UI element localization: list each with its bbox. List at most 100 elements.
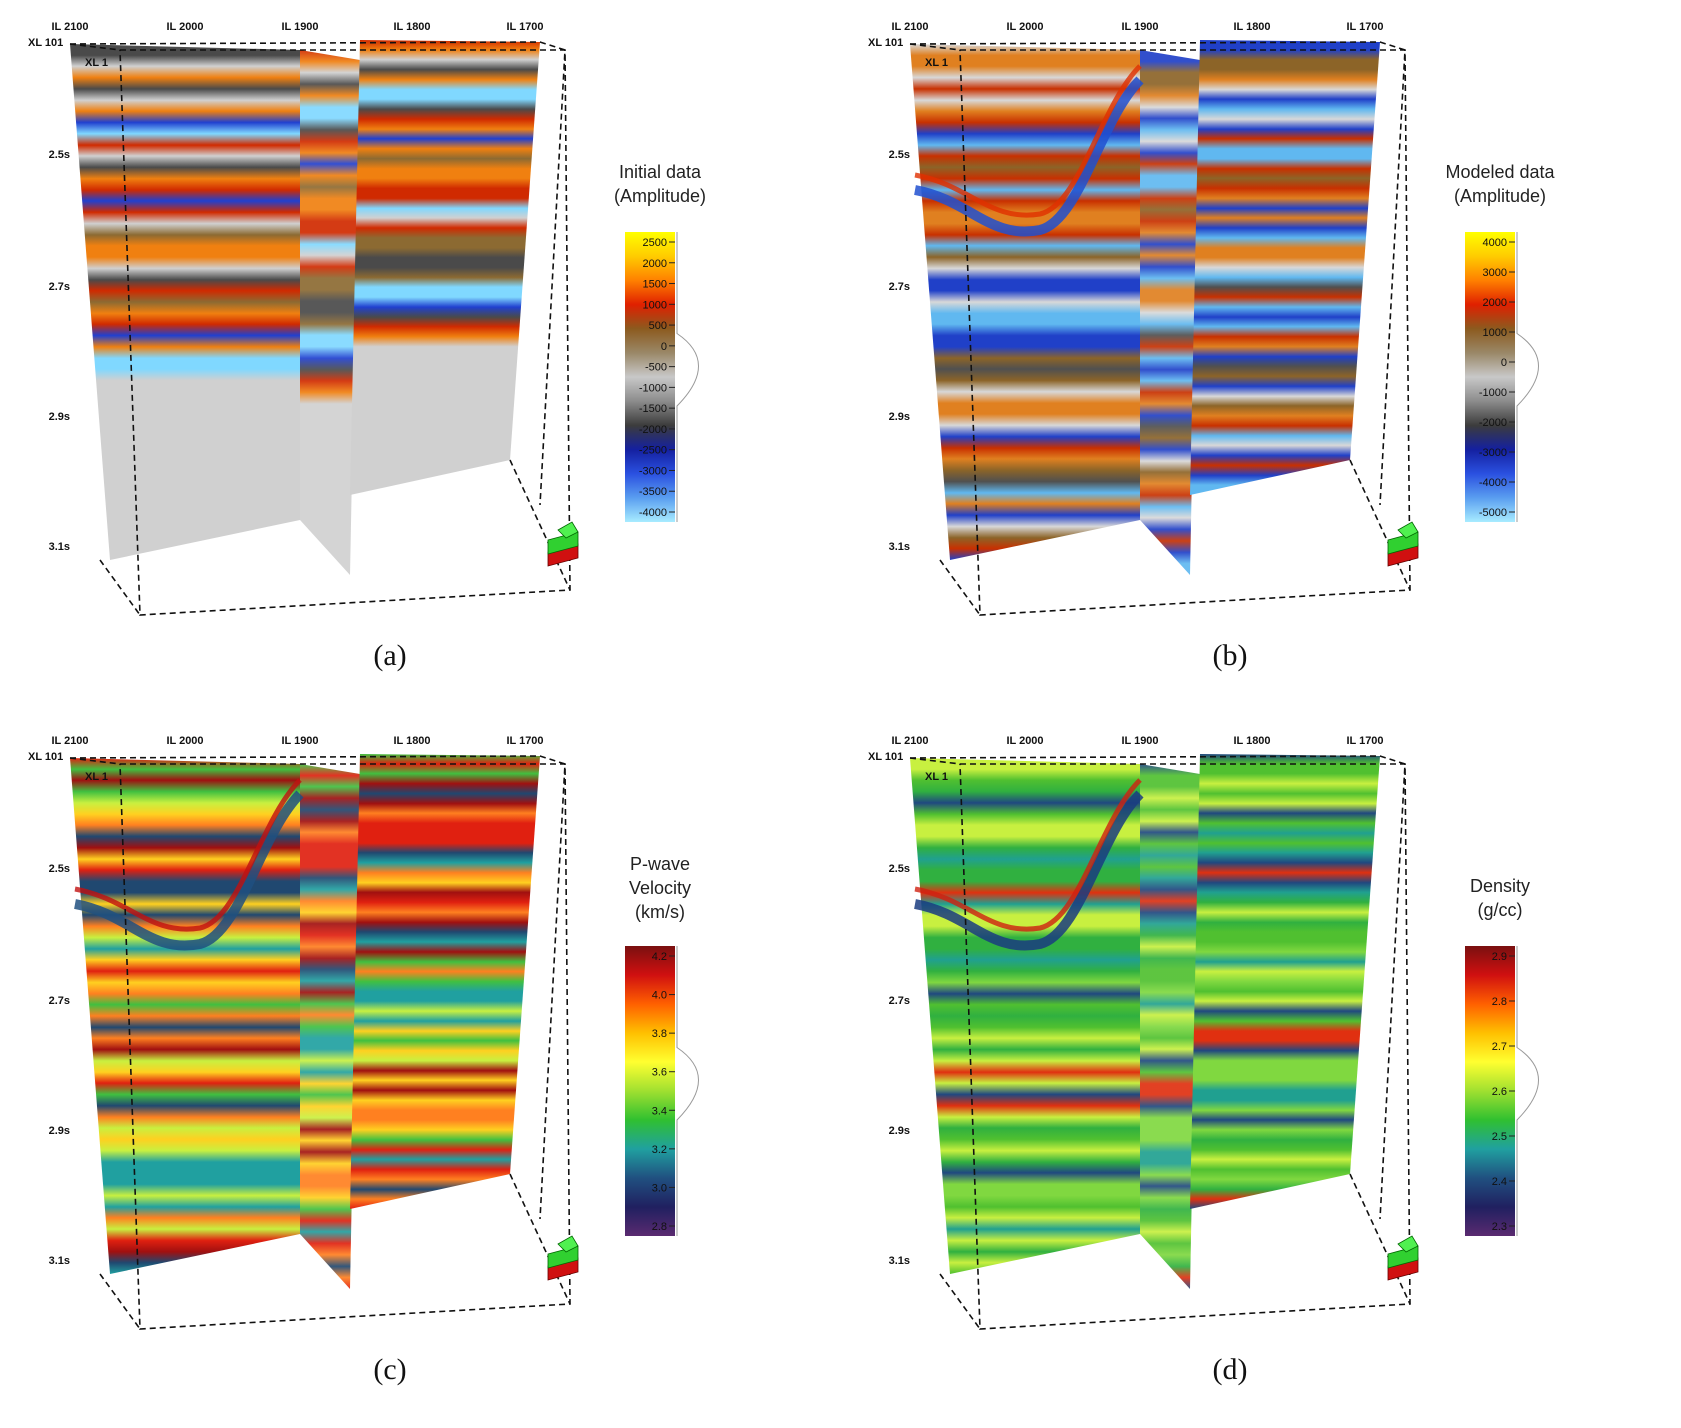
panel-c: IL 2100 IL 2000 IL 1900 IL 1800 IL 1700 XL 10… <box>0 714 830 1414</box>
time-label: 2.7s <box>49 995 70 1007</box>
colorbar-tick: -3000 <box>639 465 667 477</box>
inline-slice-right <box>350 754 540 1209</box>
time-label: 2.5s <box>49 863 70 875</box>
inline-label: IL 2100 <box>891 21 928 33</box>
colorbar-tick: 2.3 <box>1492 1221 1507 1233</box>
time-label: 2.9s <box>49 1125 70 1137</box>
colorbar-tick: 1000 <box>1483 327 1507 339</box>
colorbar-title: P-wave <box>630 854 690 874</box>
colorbar-tick: 1000 <box>643 299 667 311</box>
crossline-label-start: XL 101 <box>28 751 63 763</box>
crossline-slice <box>1140 764 1200 1289</box>
time-label: 2.7s <box>889 995 910 1007</box>
survey-box <box>909 41 1411 616</box>
colorbar-tick: -2000 <box>1479 417 1507 429</box>
panel-a: IL 2100 IL 2000 IL 1900 IL 1800 IL 1700 XL 10… <box>0 0 830 700</box>
colorbar <box>1465 946 1515 1236</box>
crossline-label-end: XL 1 <box>925 771 948 783</box>
colorbar-title: (Amplitude) <box>1454 186 1546 206</box>
colorbar-tick: 2500 <box>643 237 667 249</box>
horizon-trough <box>914 790 1144 951</box>
colorbar <box>625 232 675 522</box>
colorbar-tick: 2.9 <box>1492 951 1507 963</box>
horizon-trough <box>74 790 304 951</box>
inline-label: IL 2000 <box>1006 735 1043 747</box>
colorbar-title: (km/s) <box>635 902 685 922</box>
colorbar-tick: -5000 <box>1479 507 1507 519</box>
colorbar-tick: -1000 <box>1479 387 1507 399</box>
survey-box <box>69 755 571 1330</box>
colorbar-title: Velocity <box>629 878 691 898</box>
colorbar-tick: 1500 <box>643 279 667 291</box>
colorbar-title: (Amplitude) <box>614 186 706 206</box>
panel-b: IL 2100 IL 2000 IL 1900 IL 1800 IL 1700 XL 10… <box>840 0 1670 700</box>
horizon-trough <box>914 76 1144 237</box>
panel-a-figure: IL 2100 IL 2000 IL 1900 IL 1800 IL 1700 XL 10… <box>28 21 706 672</box>
crossline-slice <box>300 50 360 575</box>
horizon-peak <box>74 778 302 932</box>
horizon-peak <box>914 778 1142 932</box>
time-label: 2.9s <box>889 411 910 423</box>
colorbar-histogram <box>1516 232 1539 522</box>
crossline-slice <box>300 764 360 1289</box>
survey-box <box>69 41 571 616</box>
orientation-cube-icon <box>1387 1235 1419 1281</box>
colorbar-tick: 2.8 <box>652 1221 667 1233</box>
colorbar-tick: 3.6 <box>652 1067 667 1079</box>
colorbar-tick: -4000 <box>639 507 667 519</box>
time-label: 2.9s <box>889 1125 910 1137</box>
colorbar-tick: -1500 <box>639 403 667 415</box>
inline-label: IL 1800 <box>393 735 430 747</box>
crossline-label-end: XL 1 <box>85 771 108 783</box>
panel-d-figure: IL 2100 IL 2000 IL 1900 IL 1800 IL 1700 XL 10… <box>868 735 1539 1386</box>
colorbar-tick: 4.0 <box>652 990 667 1002</box>
time-label: 2.7s <box>889 281 910 293</box>
inline-slice-left <box>70 44 300 560</box>
inline-label: IL 2000 <box>166 735 203 747</box>
colorbar-tick: -2500 <box>639 445 667 457</box>
crossline-label-end: XL 1 <box>85 57 108 69</box>
inline-label: IL 2100 <box>891 735 928 747</box>
colorbar-tick: -500 <box>645 362 667 374</box>
inline-label: IL 2100 <box>51 21 88 33</box>
crossline-label-start: XL 101 <box>868 751 903 763</box>
colorbar-histogram <box>676 232 699 522</box>
orientation-cube-icon <box>547 521 579 567</box>
time-label: 2.9s <box>49 411 70 423</box>
survey-box <box>909 755 1411 1330</box>
inline-slice-right <box>350 40 540 495</box>
inline-label: IL 1800 <box>393 21 430 33</box>
colorbar-tick: 4000 <box>1483 237 1507 249</box>
time-label: 3.1s <box>49 1255 70 1267</box>
colorbar-title: Density <box>1470 876 1530 896</box>
colorbar-tick: 3.8 <box>652 1028 667 1040</box>
colorbar-tick: 0 <box>1501 357 1507 369</box>
inline-label: IL 1900 <box>281 21 318 33</box>
colorbar-tick: 3000 <box>1483 267 1507 279</box>
colorbar-tick: 2.7 <box>1492 1041 1507 1053</box>
time-label: 2.5s <box>889 149 910 161</box>
crossline-label-start: XL 101 <box>868 37 903 49</box>
colorbar-tick: 3.0 <box>652 1182 667 1194</box>
colorbar-tick: 4.2 <box>652 951 667 963</box>
inline-slice-right <box>1190 40 1380 495</box>
crossline-label-start: XL 101 <box>28 37 63 49</box>
colorbar <box>625 946 675 1236</box>
crossline-slice <box>1140 50 1200 575</box>
time-label: 2.5s <box>49 149 70 161</box>
inline-label: IL 1700 <box>506 21 543 33</box>
colorbar-histogram <box>1516 946 1539 1236</box>
inline-label: IL 1700 <box>1346 735 1383 747</box>
colorbar-tick: 500 <box>649 320 667 332</box>
panel-caption: (d) <box>1213 1353 1248 1386</box>
colorbar-tick: 2.8 <box>1492 996 1507 1008</box>
inline-label: IL 2100 <box>51 735 88 747</box>
colorbar-tick: -1000 <box>639 382 667 394</box>
orientation-cube-icon <box>1387 521 1419 567</box>
inline-label: IL 2000 <box>166 21 203 33</box>
colorbar-tick: -2000 <box>639 424 667 436</box>
panel-caption: (c) <box>373 1353 406 1386</box>
colorbar <box>1465 232 1515 522</box>
inline-label: IL 1900 <box>1121 21 1158 33</box>
colorbar-tick: -3500 <box>639 486 667 498</box>
